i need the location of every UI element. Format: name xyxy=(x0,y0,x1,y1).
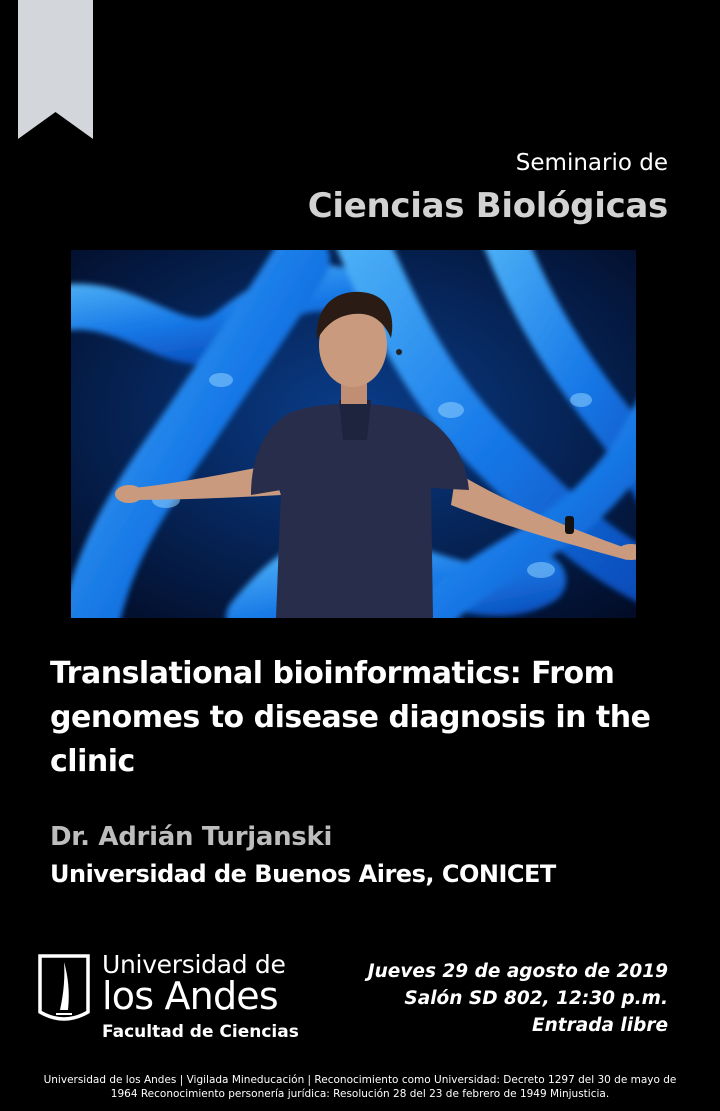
legal-footer: Universidad de los Andes | Vigilada Mine… xyxy=(20,1073,700,1101)
talk-title: Translational bioinformatics: From genom… xyxy=(50,656,651,779)
series-prefix: Seminario de xyxy=(515,150,668,176)
logo-text-universidad: Universidad de xyxy=(102,950,286,979)
speaker-photo xyxy=(71,250,636,618)
footer-line-2: 1964 Reconocimiento personería jurídica:… xyxy=(110,1088,610,1100)
speaker-affiliation: Universidad de Buenos Aires, CONICET xyxy=(50,860,556,888)
logo-text-facultad: Facultad de Ciencias xyxy=(102,1022,299,1042)
event-info: Jueves 29 de agosto de 2019 Salón SD 802… xyxy=(368,958,668,1039)
bookmark-ribbon-icon xyxy=(18,0,93,139)
footer-line-1: Universidad de los Andes | Vigilada Mine… xyxy=(43,1074,677,1086)
event-date: Jueves 29 de agosto de 2019 xyxy=(367,961,668,982)
event-venue: Salón SD 802, 12:30 p.m. xyxy=(404,988,668,1009)
event-admission: Entrada libre xyxy=(531,1015,668,1036)
logo-text-los-andes: los Andes xyxy=(102,974,279,1018)
series-title: Ciencias Biológicas xyxy=(307,186,669,226)
university-logo-icon xyxy=(38,954,90,1021)
speaker-name: Dr. Adrián Turjanski xyxy=(50,822,333,852)
